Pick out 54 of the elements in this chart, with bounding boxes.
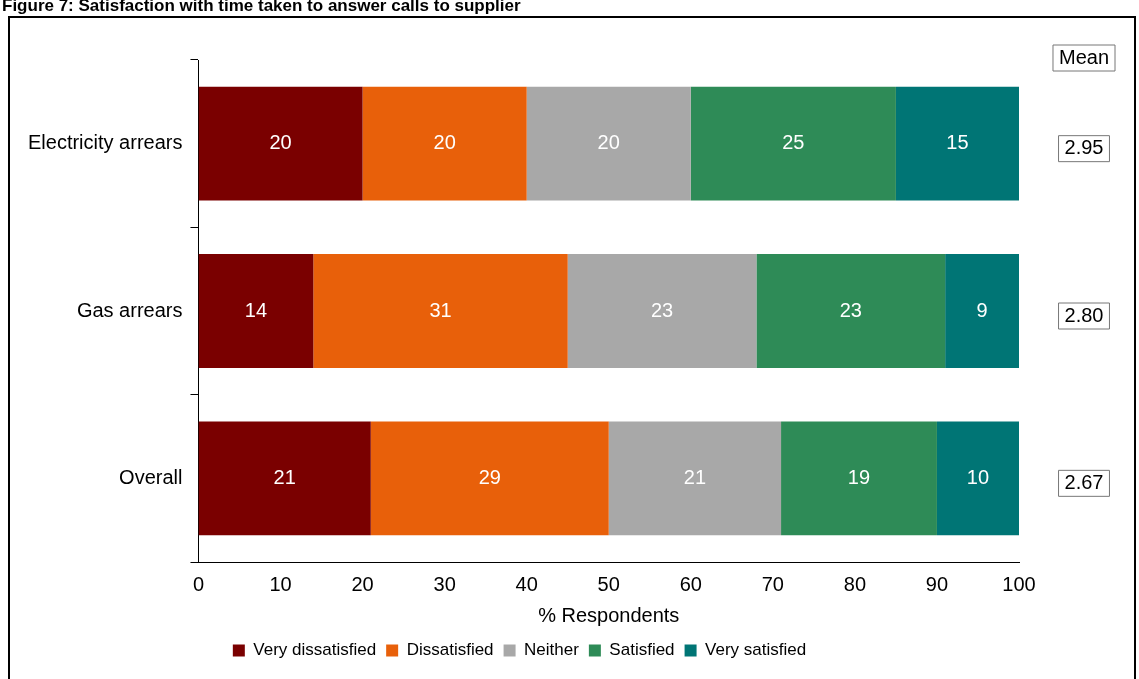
- x-tick-label: 0: [192, 572, 205, 595]
- y-tick-label: Gas arrears: [76, 298, 183, 321]
- bar: [608, 421, 782, 536]
- x-tick-label: 40: [515, 572, 538, 595]
- legend-label: Satisfied: [609, 640, 675, 660]
- x-tick-label: 50: [597, 572, 620, 595]
- legend-label: Very satisfied: [705, 640, 807, 660]
- bar: [936, 421, 1019, 536]
- x-tick-label: 30: [433, 572, 456, 595]
- text: 2.95: [1064, 136, 1104, 159]
- bar: [313, 254, 568, 368]
- bar: [690, 86, 896, 201]
- x-tick-label: 90: [925, 572, 949, 595]
- text: Mean: [1058, 45, 1110, 68]
- x-tick-label: 70: [761, 572, 784, 595]
- data-label: 9: [976, 298, 988, 321]
- x-axis-title: % Respondents: [538, 603, 680, 626]
- bar: [198, 86, 363, 201]
- data-label: 20: [269, 131, 292, 154]
- data-label: 21: [273, 465, 296, 488]
- data-label: 29: [478, 465, 501, 488]
- data-label: 25: [782, 131, 805, 154]
- x-tick-label: 10: [269, 572, 292, 595]
- bar: [198, 254, 314, 368]
- text: 2.80: [1064, 303, 1104, 326]
- data-label: 20: [433, 131, 456, 154]
- data-label: 31: [429, 298, 452, 321]
- data-label: 14: [244, 298, 268, 321]
- bar: [945, 254, 1019, 368]
- bar: [756, 254, 946, 368]
- x-tick-label: 100: [1002, 572, 1036, 595]
- bar: [526, 86, 691, 201]
- legend-label: Dissatisfied: [406, 640, 494, 660]
- data-label: 20: [597, 131, 620, 154]
- legend-label: Neither: [524, 640, 580, 660]
- y-tick-label: Overall: [119, 465, 183, 488]
- text: 2.67: [1064, 470, 1104, 493]
- bar: [198, 421, 371, 536]
- bar: [567, 254, 757, 368]
- data-label: 23: [839, 298, 862, 321]
- x-tick-label: 60: [679, 572, 702, 595]
- bar: [895, 86, 1019, 201]
- data-label: 10: [966, 465, 990, 488]
- data-label: 21: [683, 465, 707, 488]
- data-label: 23: [650, 298, 674, 321]
- bar: [781, 421, 937, 536]
- bar: [370, 421, 609, 536]
- data-label: 15: [946, 131, 969, 154]
- y-tick-label: Electricity arrears: [27, 131, 183, 154]
- data-label: 19: [847, 465, 871, 488]
- legend-label: Very dissatisfied: [253, 640, 377, 660]
- x-tick-label: 20: [351, 572, 374, 595]
- x-tick-label: 80: [843, 572, 867, 595]
- bar: [362, 86, 527, 201]
